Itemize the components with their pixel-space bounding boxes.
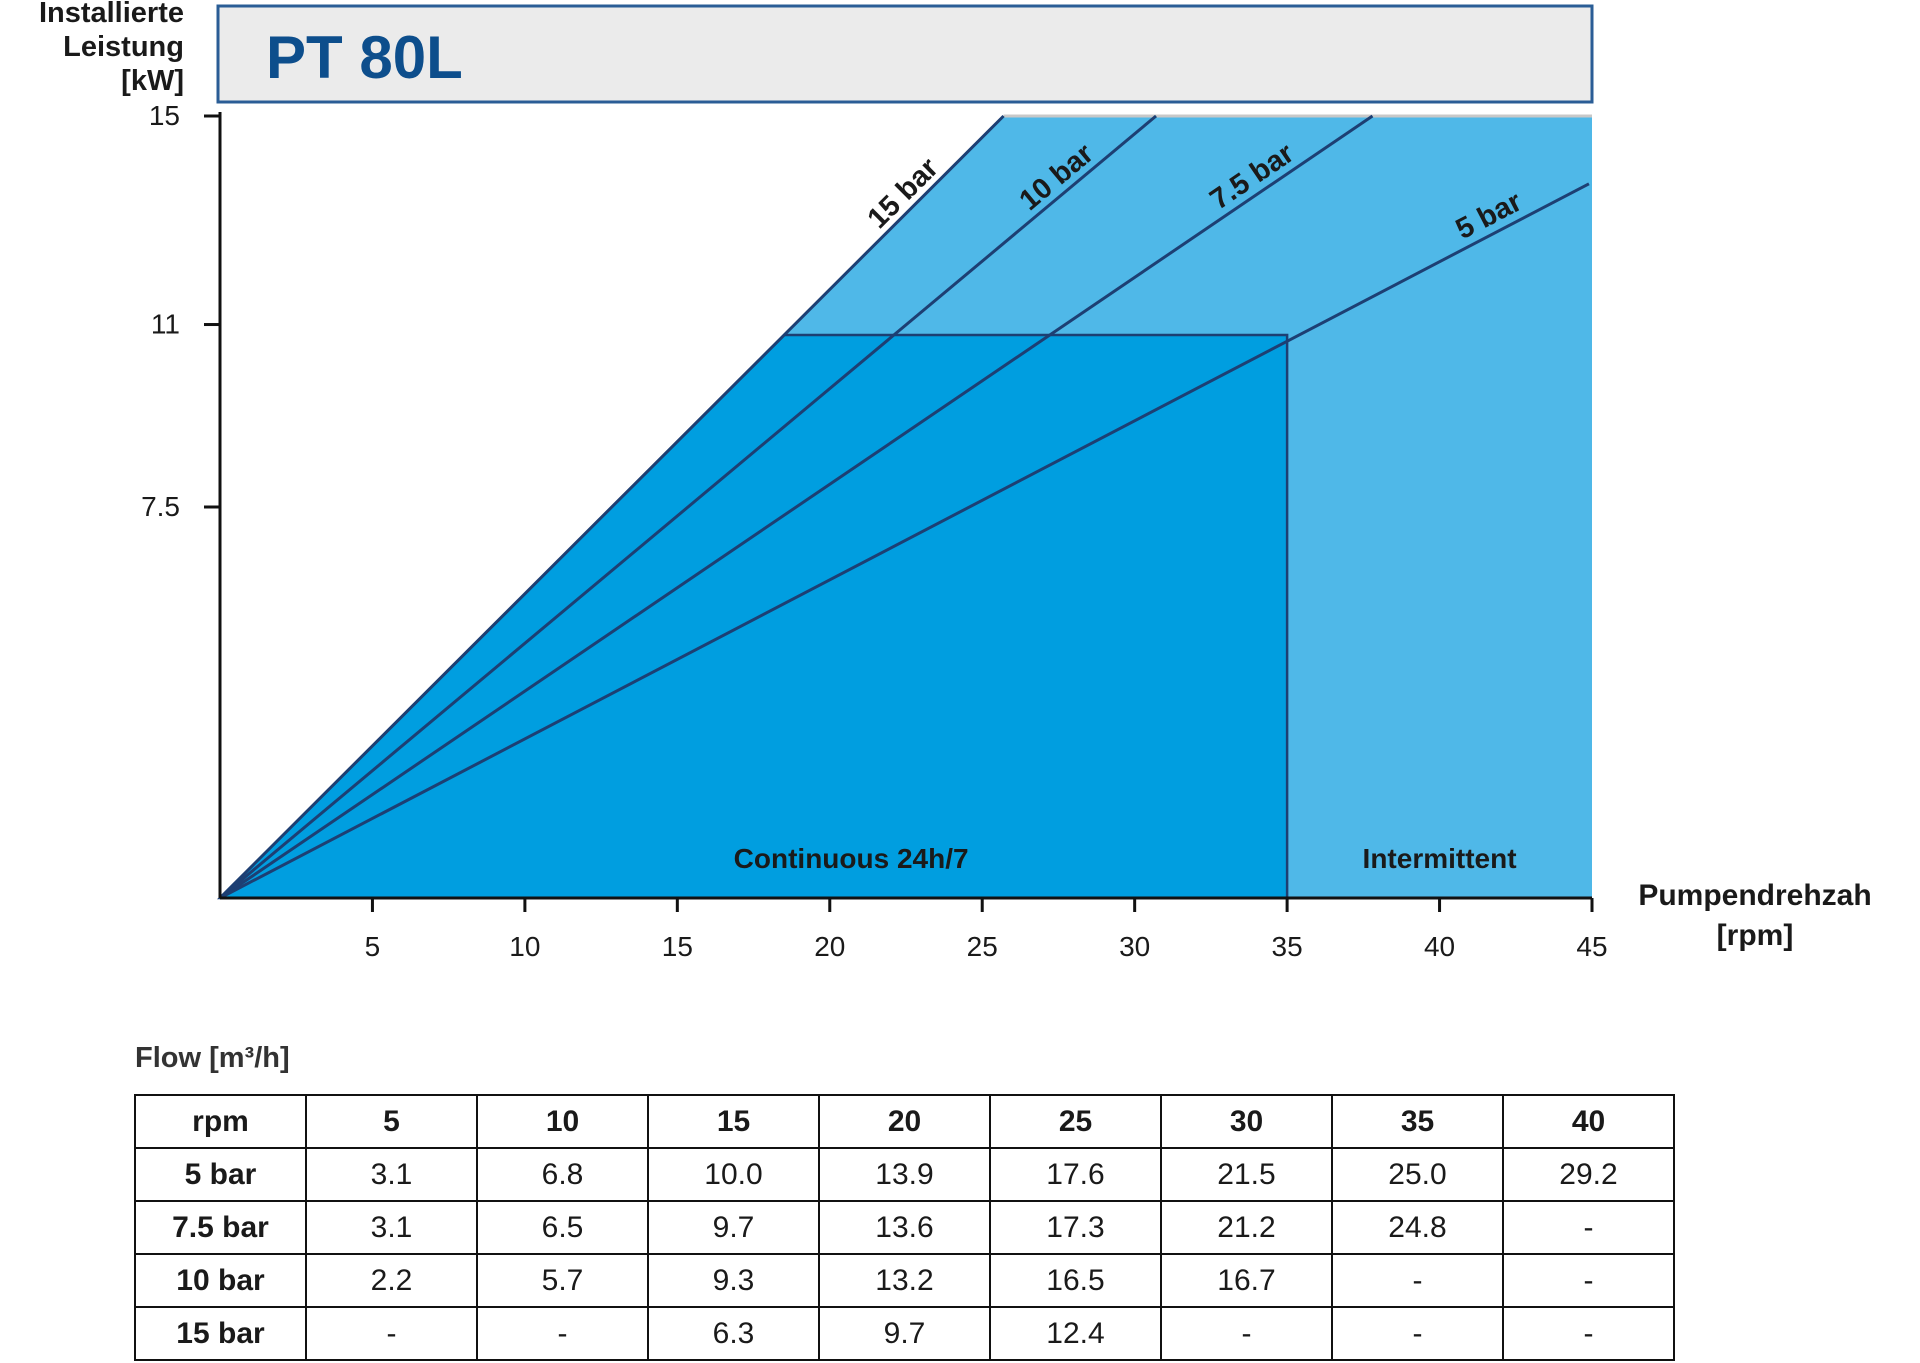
table-cell: - — [305, 1306, 478, 1361]
table-header-cell: 20 — [818, 1094, 991, 1149]
series-line-7-5-bar — [219, 114, 1374, 900]
x-axis-label-line: [rpm] — [1716, 919, 1794, 952]
table-cell: 25.0 — [1331, 1147, 1504, 1202]
y-tick-label: 7.5 — [141, 491, 180, 522]
y-axis-label-line: Installierte — [38, 0, 184, 29]
table-cell: - — [1502, 1253, 1675, 1308]
x-tick-label: 45 — [1576, 931, 1607, 962]
series-line-10-bar — [219, 114, 1157, 900]
table-cell: - — [476, 1306, 649, 1361]
table-cell: 6.5 — [476, 1200, 649, 1255]
y-tick-label: 15 — [149, 100, 180, 131]
table-cell: 13.9 — [818, 1147, 991, 1202]
series-line-15-bar — [218, 114, 1005, 900]
table-cell: 3.1 — [305, 1147, 478, 1202]
table-header-cell: 35 — [1331, 1094, 1504, 1149]
region-label-intermittent: Intermittent — [1363, 843, 1517, 874]
table-header-cell: 40 — [1502, 1094, 1675, 1149]
table-cell: 29.2 — [1502, 1147, 1675, 1202]
x-tick-label: 30 — [1119, 931, 1150, 962]
table-header-cell: rpm — [134, 1094, 307, 1149]
table-row: 5 bar 3.1 6.8 10.0 13.9 17.6 21.5 25.0 2… — [134, 1147, 1675, 1202]
flow-table-caption: Flow [m³/h] — [135, 1042, 290, 1074]
table-header-cell: 5 — [305, 1094, 478, 1149]
table-cell: 21.2 — [1160, 1200, 1333, 1255]
table-row: 7.5 bar 3.1 6.5 9.7 13.6 17.3 21.2 24.8 … — [134, 1200, 1675, 1255]
table-row-header: 10 bar — [134, 1253, 307, 1308]
table-cell: - — [1502, 1200, 1675, 1255]
table-cell: 24.8 — [1331, 1200, 1504, 1255]
table-cell: 17.3 — [989, 1200, 1162, 1255]
table-cell: 16.5 — [989, 1253, 1162, 1308]
y-axis-label-line: [kW] — [121, 65, 184, 97]
table-cell: 2.2 — [305, 1253, 478, 1308]
table-row: 10 bar 2.2 5.7 9.3 13.2 16.5 16.7 - - — [134, 1253, 1675, 1308]
x-axis-label: Pumpendrehzah [rpm] — [1620, 876, 1890, 956]
series-line-5-bar — [219, 182, 1590, 900]
x-tick-label: 15 — [662, 931, 693, 962]
table-cell: - — [1160, 1306, 1333, 1361]
table-cell: 9.7 — [647, 1200, 820, 1255]
x-tick-label: 35 — [1272, 931, 1303, 962]
table-cell: - — [1502, 1306, 1675, 1361]
table-header-cell: 30 — [1160, 1094, 1333, 1149]
table-cell: 21.5 — [1160, 1147, 1333, 1202]
table-cell: 13.6 — [818, 1200, 991, 1255]
table-row-header: 5 bar — [134, 1147, 307, 1202]
chart-title: PT 80L — [266, 24, 463, 91]
title-box — [216, 4, 1594, 104]
table-header-cell: 25 — [989, 1094, 1162, 1149]
table-row-header: 7.5 bar — [134, 1200, 307, 1255]
table-cell: 16.7 — [1160, 1253, 1333, 1308]
table-cell: - — [1331, 1253, 1504, 1308]
y-axis-label: Installierte Leistung [kW] — [0, 0, 184, 98]
x-tick-label: 25 — [967, 931, 998, 962]
y-axis-label-line: Leistung — [63, 31, 184, 63]
region-label-continuous: Continuous 24h/7 — [734, 843, 969, 874]
x-tick-label: 5 — [365, 931, 381, 962]
table-cell: 13.2 — [818, 1253, 991, 1308]
table-cell: 6.3 — [647, 1306, 820, 1361]
table-cell: 12.4 — [989, 1306, 1162, 1361]
table-row-header: 15 bar — [134, 1306, 307, 1361]
x-tick-label: 10 — [509, 931, 540, 962]
table-cell: 6.8 — [476, 1147, 649, 1202]
table-cell: 5.7 — [476, 1253, 649, 1308]
table-header-cell: 10 — [476, 1094, 649, 1149]
table-cell: 17.6 — [989, 1147, 1162, 1202]
table-header-row: rpm 5 10 15 20 25 30 35 40 — [134, 1094, 1675, 1149]
y-tick-label: 11 — [151, 309, 180, 340]
table-cell: 9.3 — [647, 1253, 820, 1308]
table-header-cell: 15 — [647, 1094, 820, 1149]
x-tick-label: 20 — [814, 931, 845, 962]
flow-table: rpm 5 10 15 20 25 30 35 40 5 bar 3.1 6.8… — [134, 1094, 1675, 1361]
table-cell: 9.7 — [818, 1306, 991, 1361]
table-row: 15 bar - - 6.3 9.7 12.4 - - - — [134, 1306, 1675, 1361]
x-tick-label: 40 — [1424, 931, 1455, 962]
table-cell: - — [1331, 1306, 1504, 1361]
x-axis-label-line: Pumpendrehzah — [1638, 879, 1872, 912]
table-cell: 10.0 — [647, 1147, 820, 1202]
table-cell: 3.1 — [305, 1200, 478, 1255]
